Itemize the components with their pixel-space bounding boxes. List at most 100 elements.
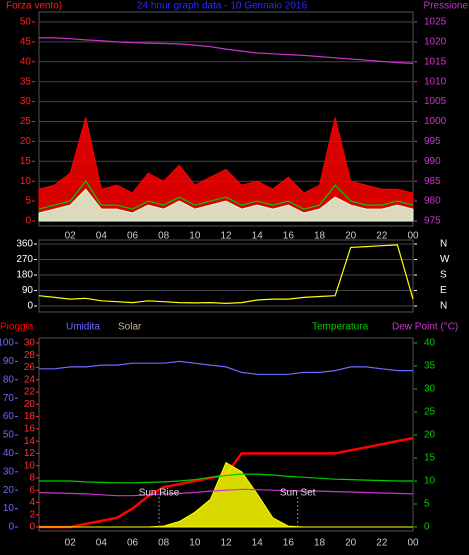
x-tick-label: 04 — [96, 231, 108, 242]
legend-label: Solar — [118, 322, 142, 333]
y-tick-label: 10 — [24, 460, 36, 471]
y-tick-label: 100 — [0, 338, 14, 349]
y-tick-label: 30 — [24, 338, 36, 349]
y-tick-label: 10 — [424, 476, 436, 487]
y-tick-label: 15 — [20, 156, 32, 167]
y-tick-label: 975 — [424, 216, 441, 227]
x-tick-label: 10 — [189, 538, 201, 549]
x-tick-label: 00 — [407, 231, 419, 242]
plot-frame — [38, 11, 414, 227]
y-tick-label: 50 — [20, 17, 32, 28]
y-tick-label: 20 — [20, 136, 32, 147]
y-tick-label: 40 — [424, 338, 436, 349]
x-tick-label: 12 — [220, 231, 232, 242]
y-tick-label: 0 — [27, 301, 33, 312]
y-tick-label: 1010 — [424, 76, 447, 87]
axis-label: Pressione — [424, 1, 469, 12]
y-tick-label: W — [440, 254, 450, 265]
y-tick-label: 70 — [3, 393, 15, 404]
series-line — [38, 180, 414, 210]
y-tick-label: 26 — [24, 362, 36, 373]
plot-frame — [38, 239, 414, 313]
x-tick-label: 10 — [189, 231, 201, 242]
y-tick-label: 0 — [424, 522, 430, 533]
y-tick-label: 1000 — [424, 116, 447, 127]
y-tick-label: 30 — [424, 384, 436, 395]
x-tick-label: 18 — [314, 538, 326, 549]
x-tick-label: 16 — [283, 231, 295, 242]
series-line — [39, 473, 413, 484]
series-line — [39, 37, 414, 64]
y-tick-label: 28 — [24, 350, 36, 361]
y-tick-label: 35 — [20, 76, 32, 87]
y-tick-label: 22 — [24, 387, 36, 398]
y-tick-label: 1015 — [424, 56, 447, 67]
y-tick-label: 35 — [424, 361, 436, 372]
x-tick-label: 06 — [127, 538, 139, 549]
y-tick-label: 990 — [424, 156, 441, 167]
y-tick-label: 30 — [20, 96, 32, 107]
y-tick-label: 40 — [20, 56, 32, 67]
y-tick-label: 90 — [22, 285, 34, 296]
y-tick-label: 0 — [29, 522, 35, 533]
y-tick-label: 16 — [24, 424, 36, 435]
y-tick-label: 4 — [29, 497, 35, 508]
series-area — [38, 188, 414, 222]
series-line — [38, 488, 414, 497]
x-tick-label: 14 — [252, 231, 264, 242]
y-tick-label: 90 — [3, 356, 15, 367]
y-tick-label: 20 — [24, 399, 36, 410]
y-tick-label: 10 — [3, 503, 15, 514]
y-tick-label: 270 — [16, 254, 33, 265]
x-tick-label: 22 — [376, 231, 388, 242]
x-tick-label: 20 — [345, 538, 357, 549]
y-tick-label: 24 — [24, 374, 36, 385]
y-tick-label: 1025 — [424, 17, 447, 28]
y-tick-label: 20 — [424, 430, 436, 441]
y-tick-label: 25 — [20, 116, 32, 127]
x-tick-label: 12 — [220, 538, 232, 549]
x-tick-label: 20 — [345, 231, 357, 242]
annotation: Sun Set — [280, 488, 316, 499]
y-tick-label: S — [440, 270, 447, 281]
y-tick-label: N — [440, 239, 447, 250]
y-tick-label: 25 — [424, 407, 436, 418]
chart-title: 24 hour graph data - 10 Gennaio 2016 — [137, 1, 308, 12]
annotation: Sun Rise — [139, 488, 180, 499]
y-tick-label: 20 — [3, 485, 15, 496]
legend-label: Dew Point (°C) — [392, 322, 458, 333]
x-tick-label: 02 — [65, 538, 77, 549]
legend-label: Umidita — [66, 322, 100, 333]
x-tick-label: 02 — [65, 231, 77, 242]
y-tick-label: 5 — [25, 196, 31, 207]
x-tick-label: 14 — [252, 538, 264, 549]
y-tick-label: 80 — [3, 374, 15, 385]
y-tick-label: 980 — [424, 196, 441, 207]
legend-label: Temperatura — [312, 322, 369, 333]
x-tick-label: 08 — [158, 538, 170, 549]
y-tick-label: 6 — [29, 485, 35, 496]
x-tick-label: 04 — [96, 538, 108, 549]
y-tick-label: 18 — [24, 411, 36, 422]
legend-label: Pioggia — [0, 322, 34, 333]
y-tick-label: 985 — [424, 176, 441, 187]
y-tick-label: 60 — [3, 411, 15, 422]
plot-frame — [38, 337, 414, 532]
axis-label: Forza vento) — [6, 1, 62, 12]
y-tick-label: 50 — [3, 430, 15, 441]
x-tick-label: 06 — [127, 231, 139, 242]
y-tick-label: 8 — [29, 473, 35, 484]
y-tick-label: 180 — [16, 270, 33, 281]
y-tick-label: 360 — [16, 239, 33, 250]
y-tick-label: 0 — [25, 216, 31, 227]
series-line — [39, 360, 413, 375]
y-tick-label: 1005 — [424, 96, 447, 107]
y-tick-label: 12 — [24, 448, 36, 459]
y-tick-label: 0 — [8, 522, 14, 533]
x-tick-label: 18 — [314, 231, 326, 242]
y-tick-label: 10 — [20, 176, 32, 187]
y-tick-label: 14 — [24, 436, 36, 447]
series-area — [39, 461, 413, 528]
x-tick-label: 00 — [407, 538, 419, 549]
